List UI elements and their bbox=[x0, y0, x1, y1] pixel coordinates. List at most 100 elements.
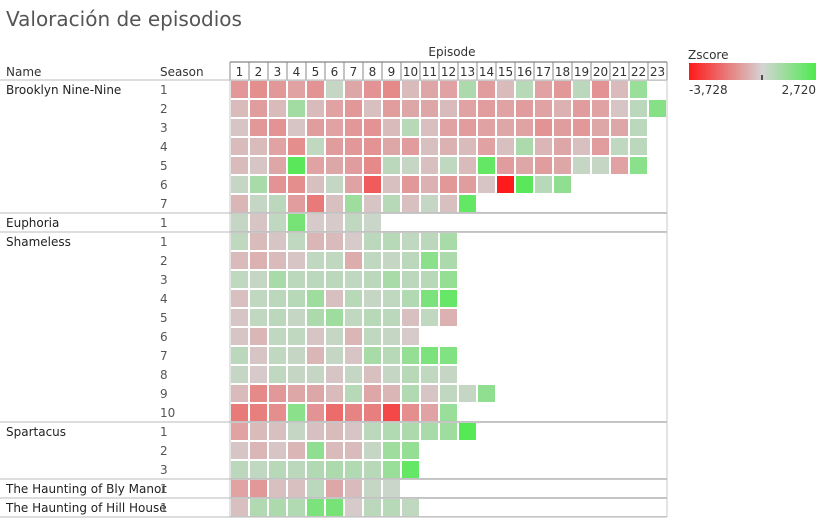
heatmap-cell bbox=[326, 404, 343, 421]
heatmap-cell bbox=[326, 119, 343, 136]
heatmap-cell bbox=[231, 138, 248, 155]
heatmap-cell bbox=[421, 423, 438, 440]
heatmap-cell bbox=[402, 347, 419, 364]
heatmap-cell bbox=[269, 81, 286, 98]
heatmap-cell bbox=[364, 366, 381, 383]
heatmap-cell bbox=[573, 81, 590, 98]
heatmap-cell bbox=[345, 195, 362, 212]
heatmap-cell bbox=[288, 81, 305, 98]
heatmap-cell bbox=[459, 385, 476, 402]
heatmap-cell bbox=[402, 385, 419, 402]
heatmap-cell bbox=[307, 271, 324, 288]
heatmap-cell bbox=[364, 442, 381, 459]
heatmap-cell bbox=[364, 423, 381, 440]
heatmap-cell bbox=[364, 100, 381, 117]
heatmap-cell bbox=[383, 366, 400, 383]
heatmap-cell bbox=[611, 100, 628, 117]
heatmap-cell bbox=[269, 423, 286, 440]
heatmap-cell bbox=[535, 157, 552, 174]
heatmap-cell bbox=[573, 119, 590, 136]
heatmap-cell bbox=[269, 347, 286, 364]
heatmap-cell bbox=[288, 214, 305, 231]
heatmap-cell bbox=[250, 461, 267, 478]
heatmap-cell bbox=[554, 138, 571, 155]
episode-label: 1 bbox=[236, 65, 244, 79]
heatmap-cell bbox=[326, 81, 343, 98]
heatmap-cell bbox=[269, 404, 286, 421]
heatmap-cell bbox=[440, 347, 457, 364]
heatmap-cell bbox=[326, 233, 343, 250]
heatmap-cell bbox=[402, 119, 419, 136]
episode-label: 9 bbox=[388, 65, 396, 79]
heatmap-cell bbox=[326, 252, 343, 269]
episode-label: 16 bbox=[517, 65, 532, 79]
heatmap-cell bbox=[345, 157, 362, 174]
row-header-name: Name bbox=[6, 65, 41, 79]
heatmap-cell bbox=[288, 328, 305, 345]
heatmap-cell bbox=[231, 366, 248, 383]
heatmap-cell bbox=[383, 100, 400, 117]
heatmap-cell bbox=[535, 81, 552, 98]
heatmap-cell bbox=[288, 309, 305, 326]
heatmap-cell bbox=[573, 138, 590, 155]
heatmap-cell bbox=[326, 290, 343, 307]
season-label: 6 bbox=[160, 178, 168, 192]
heatmap-cell bbox=[269, 100, 286, 117]
heatmap-cell bbox=[573, 100, 590, 117]
heatmap-cell bbox=[269, 252, 286, 269]
heatmap-cell bbox=[326, 195, 343, 212]
heatmap-cell bbox=[383, 442, 400, 459]
heatmap-cell bbox=[345, 423, 362, 440]
heatmap-cell bbox=[383, 233, 400, 250]
heatmap-cell bbox=[440, 176, 457, 193]
heatmap-cell bbox=[250, 309, 267, 326]
heatmap-cell bbox=[516, 81, 533, 98]
heatmap-cell bbox=[421, 385, 438, 402]
heatmap-cell bbox=[231, 119, 248, 136]
heatmap-cell bbox=[459, 423, 476, 440]
heatmap-cell bbox=[307, 195, 324, 212]
heatmap-cell bbox=[478, 119, 495, 136]
episode-label: 7 bbox=[350, 65, 358, 79]
heatmap-cell bbox=[269, 138, 286, 155]
episode-label: 14 bbox=[479, 65, 494, 79]
heatmap-cell bbox=[611, 138, 628, 155]
heatmap-cell bbox=[440, 119, 457, 136]
heatmap-cell bbox=[497, 100, 514, 117]
heatmap-cell bbox=[307, 385, 324, 402]
heatmap-cell bbox=[231, 423, 248, 440]
heatmap-cell bbox=[231, 480, 248, 497]
heatmap-cell bbox=[630, 138, 647, 155]
episode-label: 21 bbox=[612, 65, 627, 79]
heatmap-cell bbox=[364, 290, 381, 307]
heatmap-cell bbox=[440, 195, 457, 212]
heatmap-cell bbox=[326, 214, 343, 231]
heatmap-cell bbox=[421, 176, 438, 193]
heatmap-cell bbox=[402, 328, 419, 345]
heatmap-cell bbox=[345, 385, 362, 402]
episode-label: 17 bbox=[536, 65, 551, 79]
episode-label: 11 bbox=[422, 65, 437, 79]
heatmap-cell bbox=[345, 290, 362, 307]
heatmap-cell bbox=[421, 195, 438, 212]
episode-label: 4 bbox=[293, 65, 301, 79]
heatmap-cell bbox=[440, 309, 457, 326]
heatmap-cell bbox=[459, 176, 476, 193]
heatmap-cell bbox=[421, 119, 438, 136]
heatmap-grid: Brooklyn Nine-Nine 1 2 3 4 5 6 7 Euphoria 1 Shamel… bbox=[0, 79, 668, 518]
heatmap-cell bbox=[307, 138, 324, 155]
heatmap-cell bbox=[554, 81, 571, 98]
heatmap-cell bbox=[269, 214, 286, 231]
heatmap-cell bbox=[611, 157, 628, 174]
heatmap-cell bbox=[402, 157, 419, 174]
season-label: 3 bbox=[160, 121, 168, 135]
heatmap-cell bbox=[231, 214, 248, 231]
heatmap-cell bbox=[288, 233, 305, 250]
heatmap-cell bbox=[326, 328, 343, 345]
heatmap-cell bbox=[288, 442, 305, 459]
season-label: 7 bbox=[160, 349, 168, 363]
heatmap-cell bbox=[440, 404, 457, 421]
heatmap-cell bbox=[383, 328, 400, 345]
column-header-episode: Episode bbox=[428, 45, 475, 59]
heatmap-cell bbox=[288, 119, 305, 136]
